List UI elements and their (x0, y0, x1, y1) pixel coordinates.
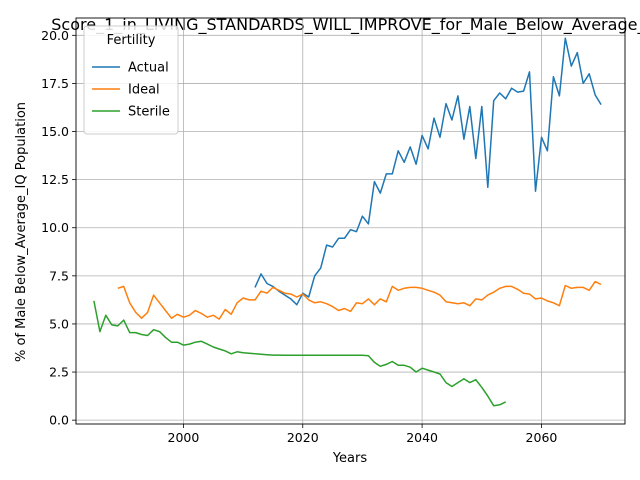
x-tick-label: 2060 (526, 430, 558, 445)
y-tick-label: 20.0 (41, 28, 69, 43)
y-tick-label: 17.5 (41, 76, 69, 91)
x-tick-label: 2000 (168, 430, 200, 445)
y-tick-label: 2.5 (49, 365, 69, 380)
series-line-sterile (93, 300, 507, 407)
y-axis-label: % of Male Below_Average_IQ Population (14, 102, 29, 362)
plot-area-frame (75, 17, 626, 425)
axis-ticks: 2000 2020 2040 2060 0.0 2.5 5.0 7.5 10.0 12.5 15.0… (41, 28, 557, 445)
legend-entry-ideal: Ideal (128, 83, 160, 98)
grid-lines (76, 18, 625, 424)
series-line-actual (254, 37, 602, 306)
series-lines (93, 37, 602, 407)
x-tick-label: 2040 (406, 430, 438, 445)
legend-title: Fertility (107, 33, 156, 48)
chart-title: Score_1_in_LIVING_STANDARDS_WILL_IMPROVE… (51, 15, 640, 35)
y-tick-label: 5.0 (49, 316, 69, 331)
x-tick-label: 2020 (287, 430, 319, 445)
legend-entry-sterile: Sterile (128, 105, 170, 120)
legend-box (83, 25, 179, 135)
y-tick-label: 15.0 (41, 124, 69, 139)
y-tick-label: 7.5 (49, 268, 69, 283)
y-tick-label: 12.5 (41, 172, 69, 187)
series-line-ideal (117, 280, 602, 320)
x-axis-label: Years (332, 451, 368, 466)
legend: Fertility Actual Ideal Sterile (83, 25, 179, 135)
legend-entry-actual: Actual (128, 61, 169, 76)
y-tick-label: 0.0 (49, 413, 69, 428)
y-tick-label: 10.0 (41, 220, 69, 235)
